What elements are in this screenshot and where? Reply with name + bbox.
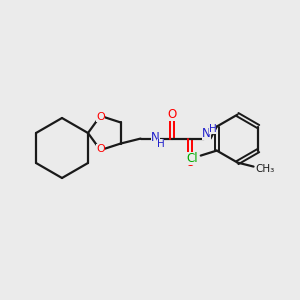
- Text: Cl: Cl: [186, 152, 198, 165]
- Text: O: O: [185, 156, 194, 169]
- Text: N: N: [151, 131, 160, 144]
- Text: N: N: [202, 127, 211, 140]
- Text: H: H: [209, 124, 216, 134]
- Text: O: O: [96, 112, 105, 122]
- Text: O: O: [96, 144, 105, 154]
- Text: CH₃: CH₃: [255, 164, 274, 174]
- Text: H: H: [157, 139, 164, 148]
- Text: O: O: [167, 108, 176, 121]
